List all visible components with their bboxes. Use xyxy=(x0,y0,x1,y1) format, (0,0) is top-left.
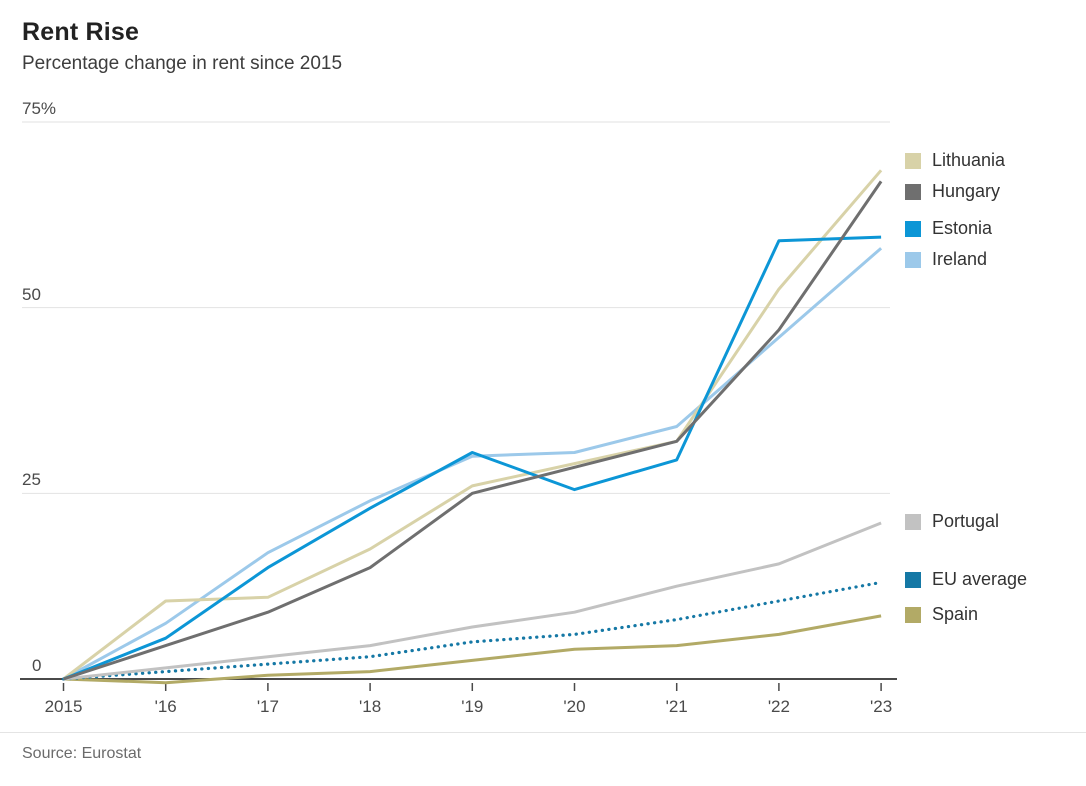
x-axis-label-2022: '22 xyxy=(767,697,790,716)
legend-swatch-estonia xyxy=(905,220,921,237)
source-divider xyxy=(0,732,1086,733)
legend-label-eu-average: EU average xyxy=(932,569,1028,589)
legend-swatch-portugal xyxy=(905,513,921,530)
legend-label-spain: Spain xyxy=(932,604,979,624)
legend-swatch-spain xyxy=(905,606,921,623)
x-axis-label-2020: '20 xyxy=(563,697,586,716)
series-line-portugal xyxy=(63,521,882,681)
legend-label-hungary: Hungary xyxy=(932,181,1001,201)
y-axis-label-75: 75% xyxy=(22,98,57,118)
legend-swatch-lithuania xyxy=(905,152,921,169)
legend-label-portugal: Portugal xyxy=(932,511,1000,531)
legend-item-spain: Spain xyxy=(905,604,978,625)
legend-swatch-eu-average xyxy=(905,571,921,588)
legend-label-lithuania: Lithuania xyxy=(932,150,1006,170)
source-text: Source: Eurostat xyxy=(22,745,142,762)
legend-swatch-hungary xyxy=(905,183,921,200)
y-axis-label-25: 25 xyxy=(22,470,41,490)
x-axis-label-2016: '16 xyxy=(154,697,177,716)
x-axis-label-2018: '18 xyxy=(359,697,382,716)
page-subtitle: Percentage change in rent since 2015 xyxy=(22,53,343,74)
legend-item-hungary: Hungary xyxy=(905,181,1000,202)
legend-item-eu-average: EU average xyxy=(905,569,1027,590)
series-line-spain xyxy=(63,614,882,685)
x-axis-label-2023: '23 xyxy=(870,697,893,716)
y-axis-label-0: 0 xyxy=(32,656,42,675)
page-title: Rent Rise xyxy=(22,18,140,46)
series-line-eu-average xyxy=(61,580,883,681)
series-line-estonia xyxy=(62,235,882,681)
legend-swatch-ireland xyxy=(905,251,921,268)
x-axis-label-2015: 2015 xyxy=(44,697,83,716)
legend-item-estonia: Estonia xyxy=(905,218,992,239)
legend-item-portugal: Portugal xyxy=(905,511,999,532)
series-line-ireland xyxy=(62,247,883,681)
series-line-hungary xyxy=(63,180,883,681)
y-axis-label-50: 50 xyxy=(22,284,41,304)
legend-label-estonia: Estonia xyxy=(932,218,993,238)
x-axis-label-2021: '21 xyxy=(665,697,688,716)
series-line-lithuania xyxy=(62,169,883,681)
x-axis-label-2017: '17 xyxy=(256,697,279,716)
legend-item-lithuania: Lithuania xyxy=(905,150,1005,171)
legend-item-ireland: Ireland xyxy=(905,249,987,270)
legend-label-ireland: Ireland xyxy=(932,249,988,269)
x-axis-label-2019: '19 xyxy=(461,697,484,716)
